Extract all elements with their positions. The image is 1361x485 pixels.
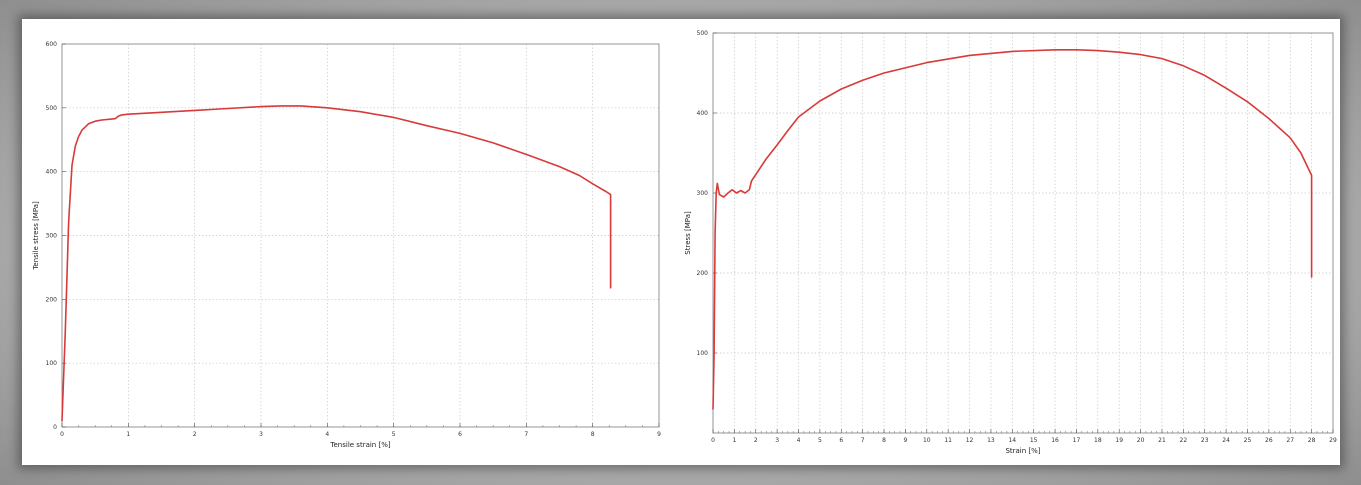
right-x-tick-label: 24 [1222, 437, 1230, 444]
right-y-tick-label: 500 [697, 30, 709, 37]
left-y-tick-label: 200 [46, 296, 58, 303]
left-x-tick-label: 6 [458, 431, 462, 438]
left-y-tick-label: 300 [46, 233, 58, 240]
right-x-tick-label: 26 [1265, 437, 1273, 444]
right-x-tick-label: 19 [1115, 437, 1123, 444]
right-plot-frame [712, 32, 1334, 434]
left-x-tick-label: 2 [193, 431, 197, 438]
right-x-tick-label: 10 [923, 437, 931, 444]
left-x-tick-label: 5 [392, 431, 396, 438]
right-x-tick-label: 12 [966, 437, 974, 444]
left-y-tick-label: 400 [46, 169, 58, 176]
left-y-tick-label: 600 [46, 41, 58, 48]
left-x-tick-label: 9 [657, 431, 661, 438]
right-x-tick-label: 4 [797, 437, 801, 444]
right-x-tick-label: 3 [775, 437, 779, 444]
right-plot-area [713, 33, 1333, 433]
right-y-axis-label: Stress [MPa] [684, 211, 692, 255]
right-y-tick-label: 300 [697, 190, 709, 197]
right-x-tick-label: 20 [1137, 437, 1145, 444]
right-x-tick-label: 6 [839, 437, 843, 444]
left-x-tick-label: 7 [524, 431, 528, 438]
right-y-tick-label: 400 [697, 110, 709, 117]
right-x-tick-label: 16 [1051, 437, 1059, 444]
right-y-tick-label: 100 [697, 350, 709, 357]
left-y-tick-label: 100 [46, 360, 58, 367]
right-x-tick-label: 15 [1030, 437, 1038, 444]
left-y-tick-label: 0 [53, 424, 57, 431]
left-series-line-0 [61, 105, 612, 422]
right-x-tick-label: 18 [1094, 437, 1102, 444]
right-x-tick-label: 27 [1286, 437, 1294, 444]
chart-left: 0 1 2 3 4 5 6 7 8 9 0 100 200 300 400 500 600 Tensile str… [32, 41, 661, 449]
left-x-tick-label: 4 [325, 431, 329, 438]
left-x-axis-label: Tensile strain [%] [329, 441, 390, 449]
right-x-tick-label: 29 [1329, 437, 1337, 444]
right-x-tick-label: 25 [1244, 437, 1252, 444]
right-y-tick-label: 200 [697, 270, 709, 277]
right-x-tick-label: 5 [818, 437, 822, 444]
left-x-tick-label: 3 [259, 431, 263, 438]
left-y-tick-label: 500 [46, 105, 58, 112]
charts-panel: 0 1 2 3 4 5 6 7 8 9 0 100 200 300 400 500 600 Tensile str… [22, 19, 1340, 465]
left-x-tick-label: 1 [126, 431, 130, 438]
right-x-tick-label: 14 [1008, 437, 1016, 444]
left-x-tick-label: 8 [591, 431, 595, 438]
left-x-tick-label: 0 [60, 431, 64, 438]
right-x-axis-label: Strain [%] [1005, 447, 1040, 455]
right-x-tick-label: 17 [1073, 437, 1081, 444]
right-x-tick-label: 21 [1158, 437, 1166, 444]
right-x-tick-label: 8 [882, 437, 886, 444]
right-x-tick-label: 23 [1201, 437, 1209, 444]
right-x-tick-label: 7 [861, 437, 865, 444]
right-x-tick-label: 1 [732, 437, 736, 444]
right-x-tick-label: 13 [987, 437, 995, 444]
chart-right: 0 1 2 3 4 5 6 7 8 9 10 11 12 13 14 15 16 17 18 19 20 21 22 23 24… [684, 30, 1337, 455]
right-x-tick-label: 9 [903, 437, 907, 444]
right-x-tick-label: 22 [1180, 437, 1188, 444]
right-series-line-0 [712, 48, 1313, 410]
right-x-tick-label: 28 [1308, 437, 1316, 444]
right-x-tick-label: 11 [944, 437, 952, 444]
right-x-tick-label: 2 [754, 437, 758, 444]
left-y-axis-label: Tensile stress [MPa] [32, 201, 40, 271]
right-x-tick-label: 0 [711, 437, 715, 444]
